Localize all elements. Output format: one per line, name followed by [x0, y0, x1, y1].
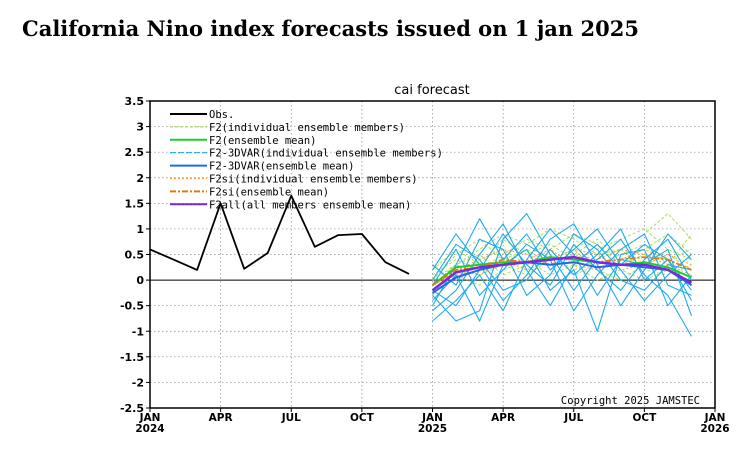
f2-member-line	[432, 228, 692, 271]
x-tick-year-label: 2024	[135, 423, 164, 435]
x-tick-label: JAN	[139, 412, 161, 424]
legend-label: Obs.	[209, 109, 234, 121]
y-tick-label: -2.5	[120, 402, 144, 415]
y-tick-label: 3.5	[125, 95, 145, 108]
f2-3dvar-member-line	[432, 218, 692, 306]
x-tick-label: OCT	[632, 412, 657, 424]
x-tick-label: JUL	[563, 412, 583, 424]
f2-3dvar-member-line	[432, 228, 692, 301]
f2-3dvar-member-line	[432, 228, 693, 322]
axes: 3.532.521.510.50-0.5-1-1.5-2-2.5JAN2024A…	[120, 95, 730, 435]
legend-label: F2si(individual ensemble members)	[209, 174, 418, 186]
f2-3dvar-member-line	[432, 233, 692, 312]
obs-line	[149, 194, 410, 275]
y-tick-label: -1.5	[120, 351, 144, 364]
f2-3dvar-member-line	[432, 233, 692, 307]
f2-3dvar-member-line	[432, 248, 692, 332]
f2all-mean-line	[431, 255, 693, 292]
legend-label: F2all(all members ensemble mean)	[209, 199, 411, 211]
legend-label: F2-3DVAR(ensemble mean)	[209, 161, 354, 173]
y-tick-label: 1.5	[125, 197, 145, 210]
legend-label: F2(ensemble mean)	[209, 135, 316, 147]
y-tick-label: 0	[136, 274, 144, 287]
legend: Obs.F2(individual ensemble members)F2(en…	[170, 109, 443, 211]
x-tick-label: JAN	[421, 412, 443, 424]
x-tick-year-label: 2026	[700, 423, 729, 435]
y-tick-label: -0.5	[120, 300, 144, 313]
copyright-text: Copyright 2025 JAMSTEC	[561, 395, 700, 407]
y-tick-label: 2	[136, 172, 144, 185]
legend-label: F2si(ensemble mean)	[209, 186, 329, 198]
series-group	[149, 194, 693, 337]
plot-frame	[149, 100, 716, 409]
f2-3dvar-mean-line	[431, 261, 693, 294]
chart-title: cai forecast	[394, 83, 469, 98]
x-tick-year-label: 2025	[418, 423, 447, 435]
f2-member-line	[432, 213, 692, 286]
legend-label: F2(individual ensemble members)	[209, 122, 405, 134]
y-tick-label: -1	[132, 325, 144, 338]
x-tick-label: OCT	[350, 412, 375, 424]
f2-3dvar-member-line	[432, 233, 692, 296]
y-tick-label: -2	[132, 376, 144, 389]
x-tick-label: APR	[491, 412, 515, 424]
y-tick-label: 1	[136, 223, 144, 236]
x-tick-label: APR	[209, 412, 233, 424]
page-title: California Nino index forecasts issued o…	[22, 16, 639, 41]
f2-member-line	[432, 233, 692, 276]
x-tick-label: JUL	[281, 412, 301, 424]
legend-label: F2-3DVAR(individual ensemble members)	[209, 148, 443, 160]
y-tick-label: 0.5	[125, 249, 145, 262]
y-tick-label: 2.5	[125, 146, 145, 159]
x-tick-label: JAN	[704, 412, 726, 424]
y-tick-label: 3	[136, 121, 144, 134]
